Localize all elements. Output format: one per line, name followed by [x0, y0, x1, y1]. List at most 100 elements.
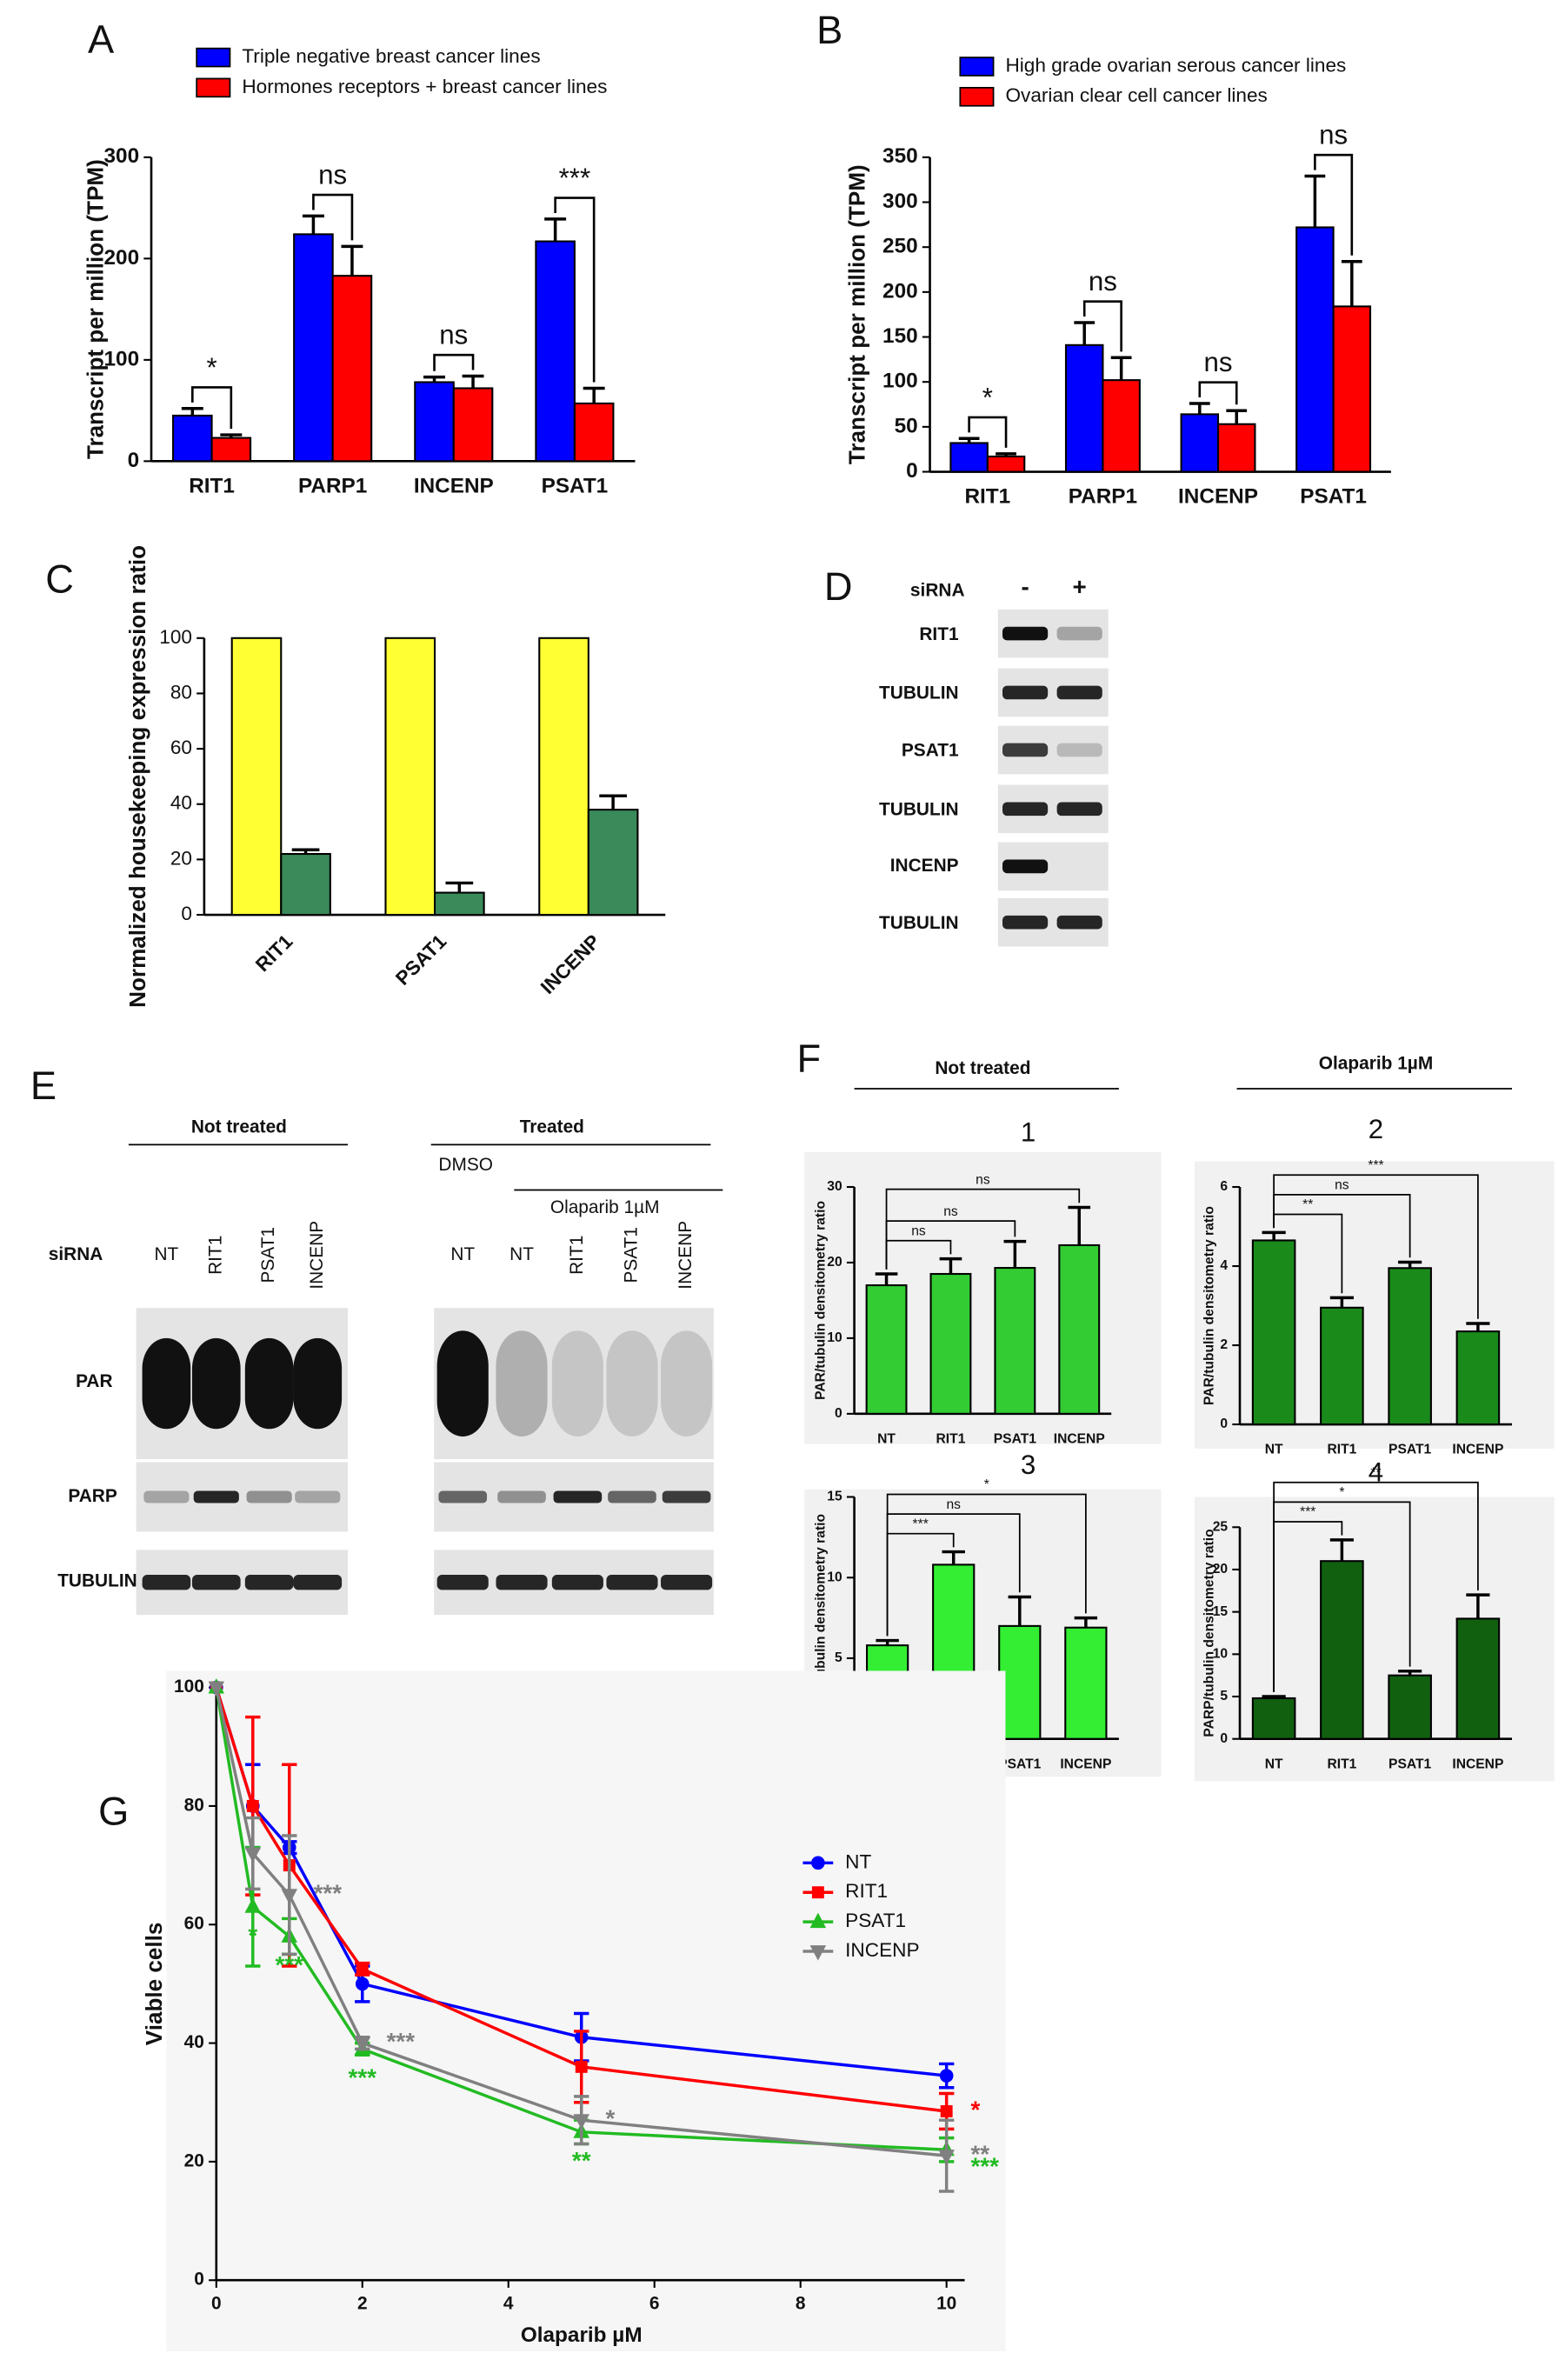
bar	[1455, 1330, 1501, 1426]
chart-number: 1	[1021, 1117, 1036, 1147]
error-bar	[942, 1550, 965, 1565]
y-tick-label: 200	[104, 246, 140, 270]
panel-letter: C	[45, 557, 74, 601]
error-bar	[1398, 1670, 1422, 1676]
y-tick-label: 40	[184, 2032, 204, 2052]
plot-background	[1194, 1161, 1555, 1449]
x-tick-label: 2	[357, 2294, 368, 2314]
marker	[208, 1681, 225, 1697]
y-tick-label: 10	[827, 1570, 842, 1584]
legend-label: NT	[845, 1850, 871, 1872]
y-tick-label: 300	[104, 144, 140, 168]
bar	[1320, 1560, 1364, 1740]
series-line	[215, 1687, 947, 2152]
lane-label: NT	[509, 1244, 534, 1264]
lane-label: INCENP	[307, 1221, 327, 1290]
marker	[244, 1897, 262, 1913]
bar	[210, 437, 252, 463]
x-tick-label: RIT1	[1327, 1443, 1356, 1457]
y-tick-label: 0	[128, 449, 140, 472]
blot-band	[551, 1330, 603, 1437]
bar	[949, 442, 989, 473]
row-header: siRNA	[49, 1244, 103, 1264]
significance-label: **	[572, 2147, 591, 2174]
y-axis-label: PAR/tubulin densitometry ratio	[1202, 1206, 1216, 1405]
blot-band	[661, 1330, 713, 1437]
significance-label: ns	[946, 1497, 961, 1512]
significance-label: *	[1339, 1485, 1344, 1500]
marker	[281, 1889, 298, 1904]
significance-label: ns	[1089, 266, 1117, 297]
legend-label: Ovarian clear cell cancer lines	[1005, 84, 1267, 106]
marker	[938, 2150, 955, 2165]
blot-band	[436, 1575, 489, 1590]
y-tick-label: 10	[827, 1330, 842, 1345]
x-tick-label: PARP1	[1069, 485, 1137, 509]
significance-label: ns	[976, 1172, 990, 1187]
row-label: PAR	[76, 1371, 112, 1391]
y-tick-label: 30	[827, 1179, 842, 1194]
bar	[986, 455, 1026, 473]
lane-label: INCENP	[676, 1221, 696, 1290]
error-bar	[341, 244, 363, 277]
blot-band	[1002, 685, 1049, 700]
x-tick-label: INCENP	[1178, 485, 1258, 509]
legend-label: PSAT1	[845, 1910, 906, 1931]
significance-label: ***	[314, 1880, 343, 1907]
blot-band	[661, 1575, 713, 1590]
bar	[452, 387, 494, 463]
significance-label: ns	[318, 159, 347, 190]
error-bar	[939, 1257, 962, 1275]
y-tick-label: 6	[1220, 1179, 1228, 1194]
lane-label: +	[1073, 573, 1087, 600]
chart-number: 2	[1369, 1114, 1383, 1144]
error-bar	[1466, 1593, 1490, 1619]
lane-label: PSAT1	[621, 1227, 641, 1283]
blot-background	[136, 1462, 349, 1532]
y-axis-label: PARP/tubulin densitometry ratio	[1202, 1529, 1216, 1737]
error-bar	[1189, 402, 1210, 415]
row-label: PARP	[68, 1486, 117, 1506]
x-tick-label: 10	[936, 2294, 956, 2314]
lane-label: RIT1	[567, 1236, 587, 1275]
error-bar	[875, 1272, 898, 1286]
blot-band	[436, 1330, 489, 1437]
bar	[865, 1284, 908, 1415]
y-tick-label: 0	[181, 903, 192, 924]
legend-swatch	[196, 77, 231, 98]
legend-label: Triple negative breast cancer lines	[242, 45, 540, 67]
blot-band	[1002, 915, 1049, 930]
x-tick-label: RIT1	[936, 1432, 966, 1447]
blot-band	[662, 1490, 711, 1503]
group-label: Treated	[520, 1117, 584, 1137]
row-label: TUBULIN	[879, 800, 959, 820]
y-tick-label: 100	[882, 370, 918, 393]
blot-band	[1056, 802, 1102, 817]
blot-band	[606, 1330, 658, 1437]
treatment-label: Olaparib 1µM	[550, 1197, 660, 1217]
y-tick-label: 350	[882, 144, 918, 168]
blot-band	[551, 1575, 603, 1590]
x-tick-label: 4	[503, 2294, 514, 2314]
y-tick-label: 150	[882, 324, 918, 348]
blot-header: siRNA	[910, 580, 965, 600]
bar	[573, 402, 615, 463]
panel-letter: A	[88, 17, 115, 62]
row-label: INCENP	[890, 856, 959, 876]
blot-band	[193, 1490, 239, 1503]
chart-number: 4	[1369, 1457, 1383, 1488]
x-tick-label: INCENP	[1452, 1443, 1503, 1457]
bar	[929, 1272, 972, 1415]
error-bar	[1329, 1296, 1354, 1308]
error-bar	[1304, 174, 1326, 228]
y-tick-label: 0	[1220, 1731, 1228, 1746]
blot-band	[1056, 626, 1102, 641]
bar	[1295, 226, 1335, 473]
bar	[1332, 305, 1372, 473]
y-tick-label: 25	[1213, 1519, 1229, 1534]
significance-label: ***	[1368, 1158, 1383, 1173]
marker	[355, 1977, 370, 1991]
y-axis-label: Normalized housekeeping expression ratio	[124, 545, 150, 1008]
legend-label: Hormones receptors + breast cancer lines	[242, 76, 607, 97]
chart-number: 3	[1021, 1450, 1036, 1480]
